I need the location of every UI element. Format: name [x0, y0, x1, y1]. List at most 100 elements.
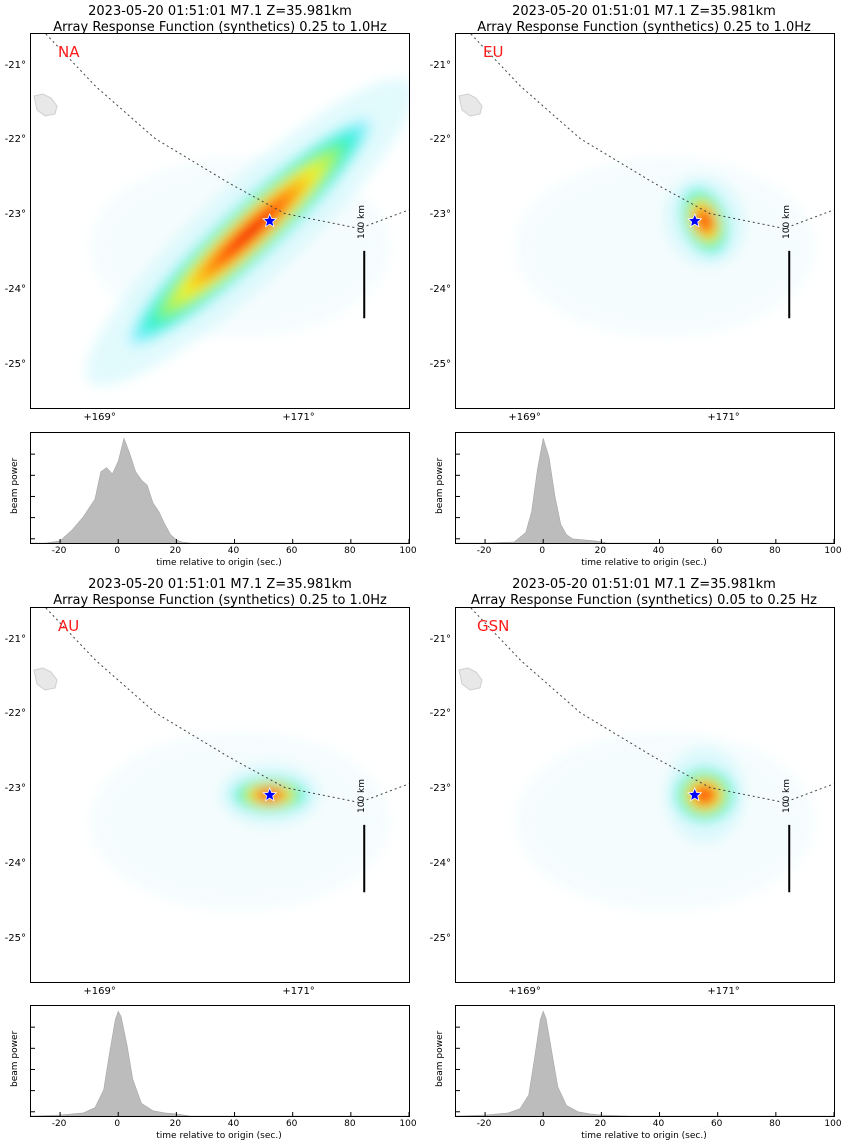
- map-au: [30, 607, 410, 983]
- panel-title-au: 2023-05-20 01:51:01 M7.1 Z=35.981km Arra…: [20, 577, 420, 609]
- haze-lobe: [89, 731, 390, 912]
- x-tick-label: 80: [344, 1119, 356, 1129]
- beam-plot-eu: [455, 432, 835, 544]
- lat-tick-label: -25°: [4, 358, 26, 370]
- lat-tick-label: -22°: [4, 134, 26, 146]
- star-icon: [687, 786, 703, 802]
- x-tick-label: 20: [169, 546, 182, 556]
- island-shape: [33, 667, 58, 691]
- beam-plot-na: [30, 432, 410, 544]
- network-label-gsn: GSN: [477, 617, 510, 635]
- x-tick-label: 60: [285, 1119, 298, 1129]
- scale-bar-label: 100 km: [782, 204, 793, 239]
- lon-tick-label: +171°: [707, 986, 740, 997]
- map-na: [30, 33, 410, 409]
- beam-power-area: [31, 437, 409, 543]
- x-tick-label: 20: [594, 546, 607, 556]
- background-haze: [514, 157, 815, 338]
- lon-tick-label: +169°: [83, 986, 116, 997]
- star-icon: [262, 212, 278, 228]
- scale-bar-label: 100 km: [357, 778, 368, 813]
- title-line1: 2023-05-20 01:51:01 M7.1 Z=35.981km: [512, 577, 776, 592]
- lat-tick-label: -24°: [4, 284, 26, 296]
- island-shape: [33, 93, 58, 117]
- beam-power-area: [31, 1010, 409, 1116]
- x-tick-label: -20: [476, 1119, 492, 1129]
- x-tick-label: 40: [227, 546, 240, 556]
- lon-tick-label: +169°: [508, 986, 541, 997]
- beam-plot-gsn: [455, 1005, 835, 1117]
- beam-lobe: [672, 766, 737, 824]
- title-line2: Array Response Function (synthetics) 0.2…: [53, 593, 387, 608]
- x-tick-label: 0: [114, 546, 121, 556]
- panel-title-eu: 2023-05-20 01:51:01 M7.1 Z=35.981km Arra…: [444, 4, 844, 36]
- x-tick-label: -20: [51, 1119, 67, 1129]
- x-tick-label: 100: [399, 546, 417, 556]
- haze-lobe: [514, 731, 815, 912]
- lat-tick-label: -21°: [4, 633, 26, 645]
- beam-svg: [456, 438, 834, 543]
- x-axis-title: time relative to origin (sec.): [581, 558, 707, 568]
- x-tick-label: 60: [285, 546, 298, 556]
- x-tick-label: 40: [227, 1119, 240, 1129]
- beam-svg: [456, 1010, 834, 1116]
- beam-svg: [31, 437, 409, 543]
- title-line2: Array Response Function (synthetics) 0.2…: [477, 20, 811, 35]
- lon-tick-label: +169°: [83, 412, 116, 423]
- star-icon: [262, 786, 278, 802]
- x-tick-label: 100: [824, 1119, 842, 1129]
- network-label-au: AU: [58, 617, 80, 635]
- x-tick-label: 60: [710, 1119, 723, 1129]
- x-tick-label: 100: [824, 546, 842, 556]
- x-tick-label: -20: [51, 546, 67, 556]
- lat-tick-label: -23°: [429, 783, 451, 795]
- x-tick-label: 100: [399, 1119, 417, 1129]
- map-svg: [456, 34, 834, 408]
- lon-tick-label: +171°: [282, 986, 315, 997]
- x-tick-label: 60: [710, 546, 723, 556]
- lat-tick-label: -23°: [429, 209, 451, 221]
- lon-tick-label: +169°: [508, 412, 541, 423]
- title-line2: Array Response Function (synthetics) 0.2…: [53, 20, 387, 35]
- y-axis-title: beam power: [435, 1030, 445, 1087]
- scale-bar-label: 100 km: [782, 778, 793, 813]
- lat-tick-label: -24°: [429, 284, 451, 296]
- lat-tick-label: -24°: [4, 858, 26, 870]
- lat-tick-label: -23°: [4, 783, 26, 795]
- x-tick-label: 0: [539, 546, 546, 556]
- beam-lobe: [679, 185, 731, 257]
- lat-tick-label: -25°: [429, 358, 451, 370]
- x-tick-label: 80: [769, 546, 781, 556]
- x-tick-label: 80: [344, 546, 356, 556]
- beam-svg: [31, 1010, 409, 1116]
- title-line1: 2023-05-20 01:51:01 M7.1 Z=35.981km: [88, 577, 352, 592]
- x-axis-title: time relative to origin (sec.): [156, 1131, 282, 1141]
- lat-tick-label: -25°: [429, 932, 451, 944]
- x-axis-title: time relative to origin (sec.): [581, 1131, 707, 1141]
- beam-power-area: [456, 438, 834, 543]
- lat-tick-label: -22°: [429, 708, 451, 720]
- map-svg: [31, 34, 409, 408]
- map-eu: [455, 33, 835, 409]
- x-tick-label: 80: [769, 1119, 781, 1129]
- panel-title-na: 2023-05-20 01:51:01 M7.1 Z=35.981km Arra…: [20, 4, 420, 36]
- network-label-eu: EU: [483, 43, 504, 61]
- island-shape: [458, 667, 483, 691]
- x-tick-label: 20: [169, 1119, 182, 1129]
- lat-tick-label: -22°: [429, 134, 451, 146]
- x-tick-label: 0: [539, 1119, 546, 1129]
- star-icon: [687, 212, 703, 228]
- y-axis-title: beam power: [10, 457, 20, 514]
- map-gsn: [455, 607, 835, 983]
- haze-lobe: [514, 157, 815, 338]
- x-tick-label: 20: [594, 1119, 607, 1129]
- network-label-na: NA: [58, 43, 80, 61]
- x-tick-label: 0: [114, 1119, 121, 1129]
- lat-tick-label: -25°: [4, 932, 26, 944]
- lon-tick-label: +171°: [282, 412, 315, 423]
- background-haze: [89, 731, 390, 912]
- beam-plot-au: [30, 1005, 410, 1117]
- title-line1: 2023-05-20 01:51:01 M7.1 Z=35.981km: [512, 4, 776, 19]
- background-haze: [514, 731, 815, 912]
- y-axis-title: beam power: [435, 457, 445, 514]
